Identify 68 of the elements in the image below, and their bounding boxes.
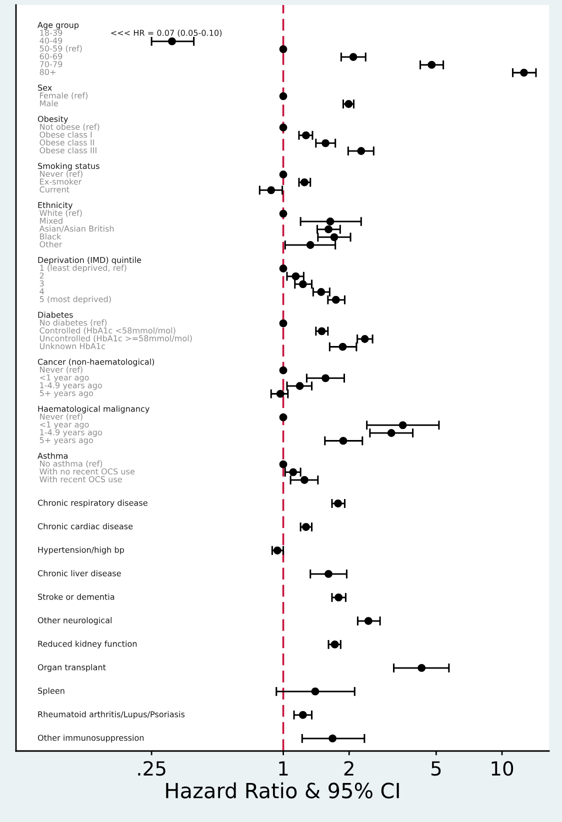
y-tick-label: Other neurological — [38, 617, 112, 625]
y-tick-label: Never (ref) — [40, 413, 82, 421]
y-tick-label: Ethnicity — [38, 202, 73, 210]
y-tick-label: Chronic liver disease — [38, 570, 121, 576]
y-tick-label: 1-4.9 years ago — [40, 382, 102, 390]
y-tick-label: 60-69 — [40, 53, 62, 60]
y-tick-label: With recent OCS use — [40, 476, 122, 482]
y-tick-label: 1 (least deprived, ref) — [40, 264, 126, 272]
x-tick-label: 5 — [431, 761, 441, 776]
y-tick-label: Haematological malignancy — [38, 406, 150, 414]
y-tick-label: Obese class II — [40, 139, 94, 146]
y-tick-label: 4 — [40, 288, 44, 294]
y-tick-label: Male — [40, 100, 58, 106]
annotation: <<< HR = 0.07 (0.05-0.10) — [111, 30, 222, 37]
y-tick-label: No diabetes (ref) — [40, 319, 107, 327]
y-tick-label: Uncontrolled (HbA1c >=58mmol/mol) — [40, 335, 192, 342]
y-tick-label: <1 year ago — [40, 422, 89, 430]
y-tick-label: Never (ref) — [40, 366, 82, 374]
y-tick-label: Reduced kidney function — [38, 640, 137, 648]
y-tick-label: Asthma — [38, 452, 68, 459]
y-tick-label: 40-49 — [40, 38, 62, 44]
y-tick-label: Hypertension/high bp — [38, 546, 124, 554]
y-tick-label: 2 — [40, 272, 44, 279]
y-tick-label: Smoking status — [38, 162, 100, 171]
y-tick-label: 3 — [40, 280, 44, 286]
x-axis-title: Hazard Ratio & 95% CI — [166, 782, 399, 798]
y-tick-label: Female (ref) — [40, 92, 88, 100]
x-tick-label: 10 — [492, 761, 514, 776]
y-tick-label: Never (ref) — [40, 170, 82, 178]
y-tick-label: Diabetes — [38, 312, 73, 318]
y-tick-label: Chronic respiratory disease — [38, 500, 148, 508]
x-tick-label: 1 — [279, 761, 288, 776]
y-tick-label: Obese class III — [40, 147, 96, 154]
y-tick-label: Current — [40, 186, 70, 193]
y-tick-label: Chronic cardiac disease — [38, 523, 133, 530]
y-tick-label: Ex-smoker — [40, 178, 82, 185]
y-tick-label: Asian/Asian British — [39, 225, 114, 232]
y-tick-label: 5+ years ago — [40, 390, 93, 398]
y-tick-label: Stroke or dementia — [38, 594, 114, 600]
y-tick-label: Spleen — [38, 688, 64, 696]
y-tick-label: 50-59 (ref) — [40, 45, 82, 52]
y-tick-label: 18-39 — [40, 30, 62, 36]
y-tick-label: Other immunosuppression — [38, 734, 144, 742]
x-tick-label: 2 — [344, 761, 354, 776]
y-tick-label: 5 (most deprived) — [40, 296, 111, 304]
y-tick-label: Deprivation (IMD) quintile — [38, 256, 142, 265]
y-tick-label: 5+ years ago — [40, 437, 93, 445]
y-tick-label: Sex — [38, 84, 52, 91]
y-tick-label: White (ref) — [40, 210, 82, 217]
y-tick-label: No asthma (ref) — [40, 460, 102, 468]
y-tick-label: 70-79 — [40, 61, 62, 68]
y-tick-label: 1-4.9 years ago — [40, 429, 102, 437]
y-tick-label: Unknown HbA1c — [40, 342, 105, 350]
y-tick-label: Organ transplant — [38, 664, 106, 672]
y-tick-label: Obesity — [38, 116, 68, 124]
y-tick-label: Other — [40, 241, 62, 248]
y-tick-label: Mixed — [40, 218, 62, 224]
y-tick-label: Rheumatoid arthritis/Lupus/Psoriasis — [38, 711, 185, 719]
y-tick-label: <1 year ago — [40, 374, 89, 382]
y-tick-label: With no recent OCS use — [40, 468, 134, 474]
y-tick-label: Age group — [38, 22, 79, 30]
y-tick-label: 80+ — [40, 68, 56, 76]
y-tick-label: Obese class I — [40, 131, 92, 138]
y-tick-label: Cancer (non-haematological) — [38, 358, 154, 366]
y-tick-label: Black — [40, 233, 62, 240]
y-tick-label: Controlled (HbA1c <58mmol/mol) — [40, 327, 176, 334]
y-tick-label: Not obese (ref) — [40, 124, 100, 131]
x-tick-label: .25 — [138, 761, 166, 776]
